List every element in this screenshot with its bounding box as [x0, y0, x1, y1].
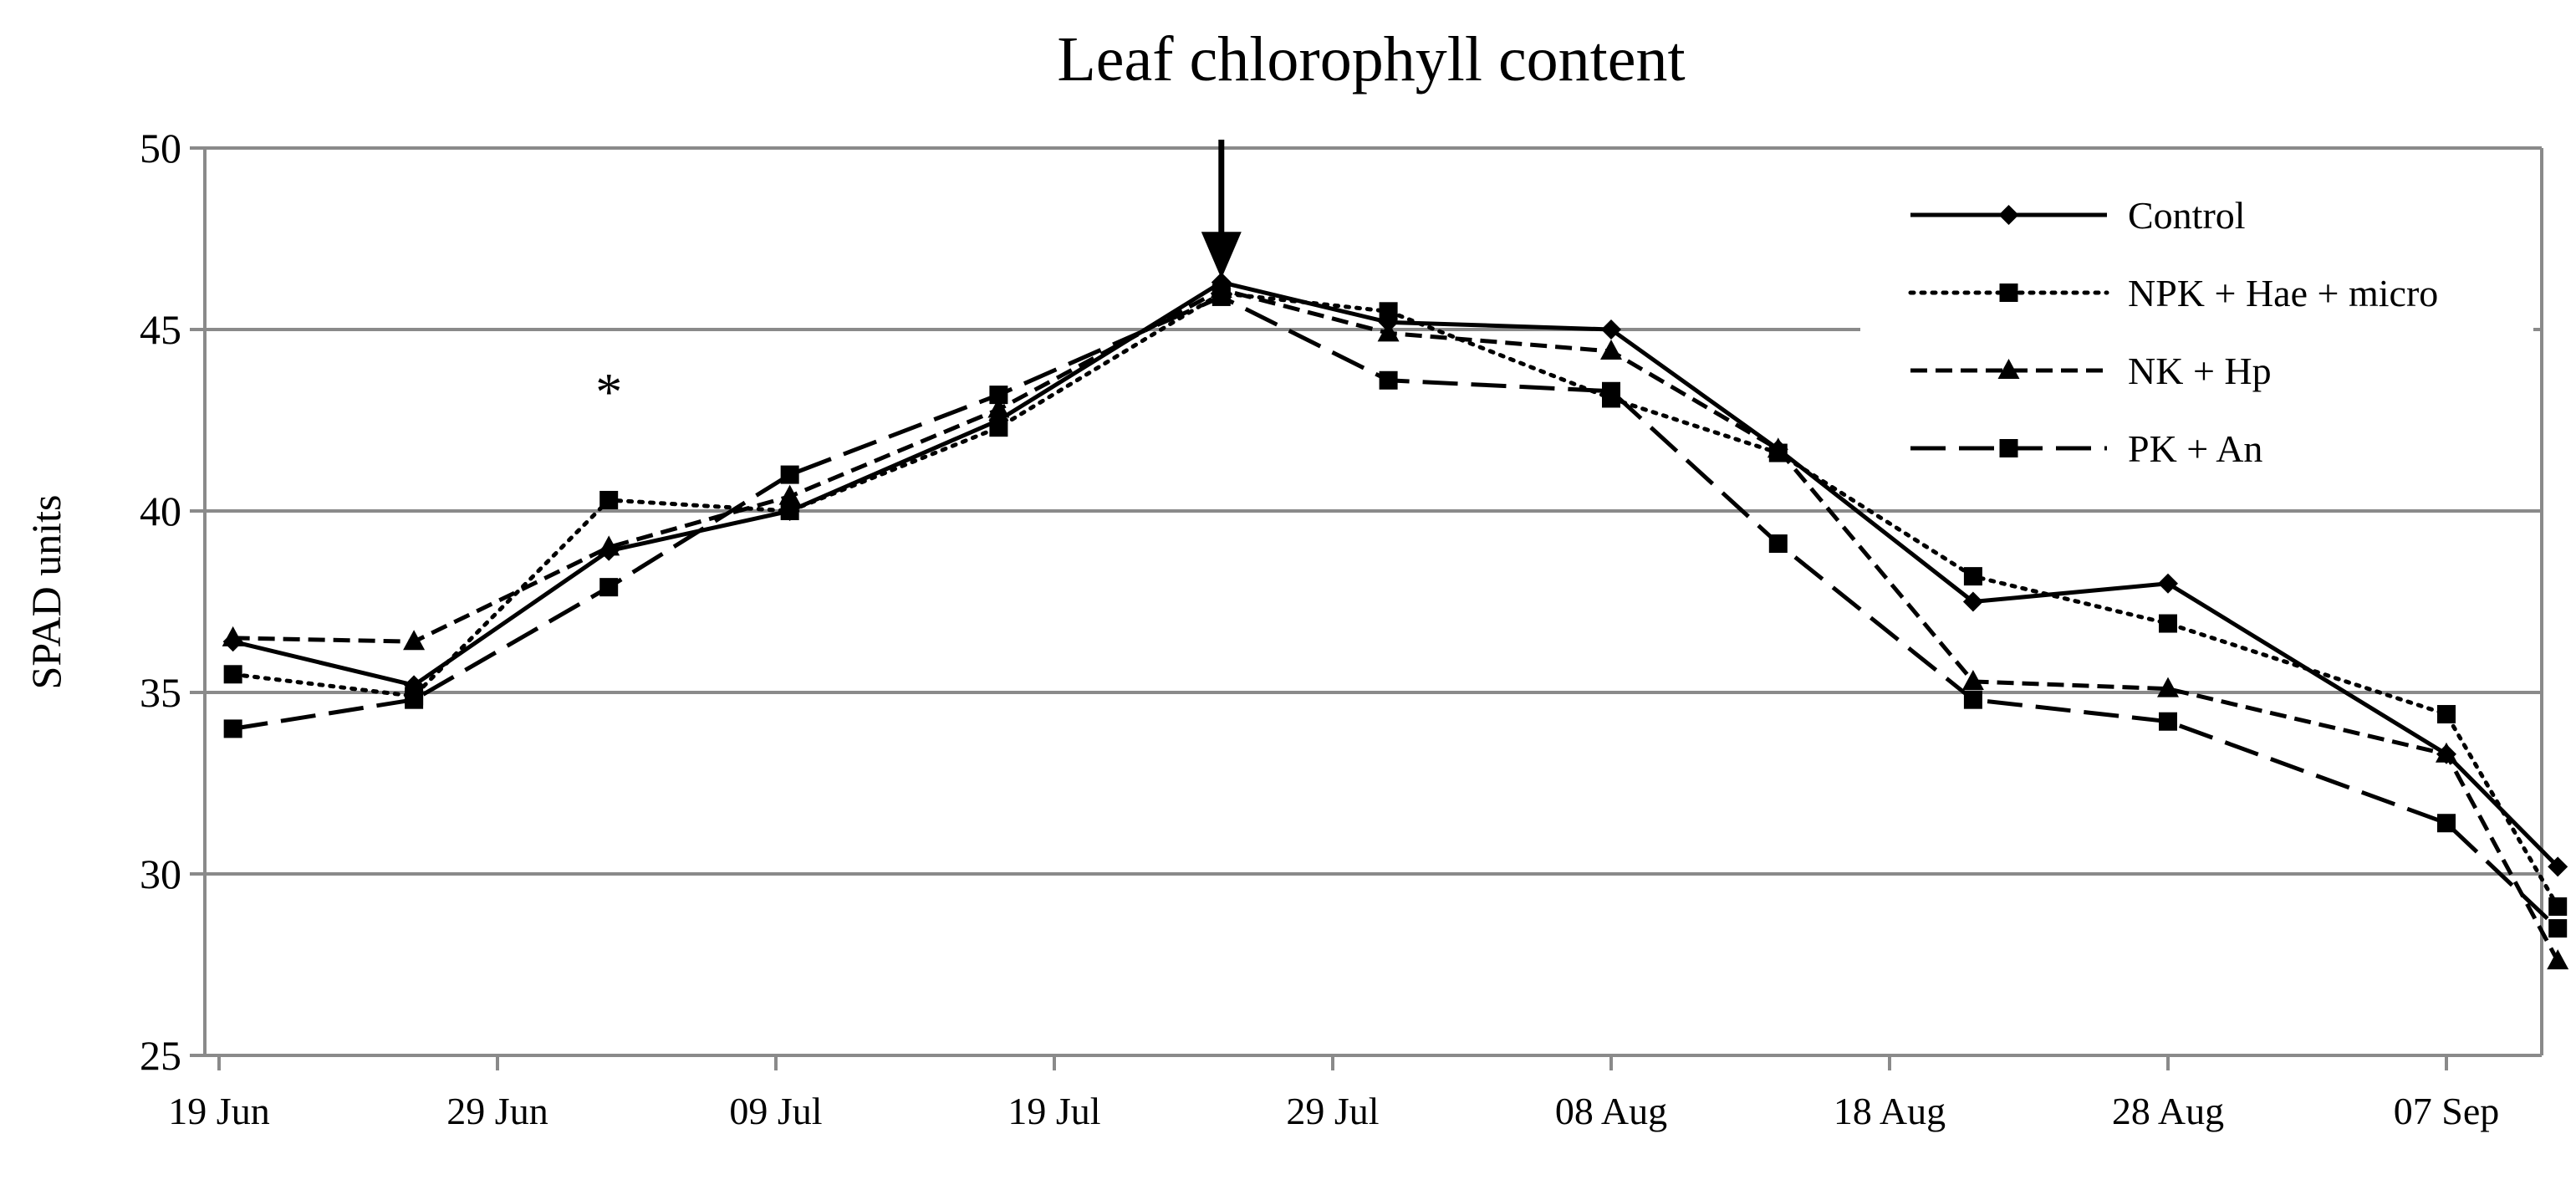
x-tick-label: 29 Jun	[446, 1090, 548, 1132]
data-point-nk-hp	[598, 535, 620, 556]
data-point-pk-an	[223, 719, 242, 738]
y-tick-label: 35	[140, 669, 181, 716]
data-point-nk-hp	[2436, 742, 2457, 763]
y-tick-label: 25	[140, 1032, 181, 1079]
data-point-control	[1962, 591, 1983, 612]
legend: Control NPK + Hae + micro NK + Hp PK + An	[1860, 167, 2533, 493]
data-point-npk-hae-micro	[223, 665, 242, 684]
legend-marker-pk-an	[1999, 439, 2018, 457]
legend-background	[1860, 167, 2533, 493]
x-tick-label: 07 Sep	[2394, 1090, 2500, 1132]
data-point-pk-an	[2437, 814, 2456, 833]
data-point-pk-an	[1211, 287, 1231, 306]
data-point-pk-an	[405, 690, 424, 709]
data-point-npk-hae-micro	[1379, 302, 1398, 321]
x-tick-label: 19 Jul	[1007, 1090, 1100, 1132]
x-tick-label: 29 Jul	[1286, 1090, 1379, 1132]
data-point-nk-hp	[987, 397, 1010, 418]
data-point-pk-an	[599, 578, 619, 597]
significance-asterisk: *	[595, 362, 622, 421]
y-tick-label: 30	[140, 851, 181, 897]
data-point-nk-hp	[403, 630, 426, 651]
data-point-control	[1601, 319, 1621, 340]
y-tick-label: 40	[140, 488, 181, 534]
data-point-nk-hp	[1600, 340, 1622, 360]
legend-label-npk-hae-micro: NPK + Hae + micro	[2128, 272, 2438, 314]
data-point-npk-hae-micro	[2548, 897, 2568, 917]
data-point-npk-hae-micro	[1963, 567, 1982, 586]
series-lines	[222, 272, 2569, 970]
y-tick-label: 50	[140, 125, 181, 171]
x-tick-label: 18 Aug	[1834, 1090, 1946, 1132]
data-point-npk-hae-micro	[599, 490, 619, 509]
annotations: *	[595, 140, 1242, 421]
axes: 25 30 35 40 45 50 19 Jun 29 Jun 09 Jul 19 Jul 29 J…	[140, 125, 2543, 1132]
y-axis-label: SPAD units	[23, 495, 69, 690]
data-point-pk-an	[780, 465, 799, 484]
x-tick-label: 28 Aug	[2112, 1090, 2224, 1132]
data-point-control	[2548, 856, 2568, 877]
data-point-npk-hae-micro	[780, 502, 799, 520]
data-point-pk-an	[1379, 370, 1398, 390]
data-point-pk-an	[1602, 381, 1620, 401]
data-point-control	[2158, 573, 2178, 594]
y-tick-label: 45	[140, 306, 181, 353]
data-point-nk-hp	[778, 484, 801, 505]
arrow-head	[1201, 232, 1242, 279]
data-point-pk-an	[1768, 534, 1788, 554]
legend-marker-control	[1998, 205, 2019, 225]
data-point-pk-an	[1963, 690, 1982, 709]
legend-label-pk-an: PK + An	[2128, 427, 2262, 470]
data-point-nk-hp	[222, 626, 244, 646]
data-point-npk-hae-micro	[2159, 614, 2177, 633]
x-tick-label: 08 Aug	[1555, 1090, 1667, 1132]
data-point-nk-hp	[1961, 669, 1984, 690]
data-point-npk-hae-micro	[2437, 705, 2456, 724]
data-point-pk-an	[2548, 919, 2568, 938]
data-point-npk-hae-micro	[989, 418, 1008, 437]
legend-marker-nk-hp	[1997, 359, 2020, 379]
data-point-nk-hp	[2547, 949, 2569, 970]
grid-lines	[205, 146, 2542, 876]
chart-title: Leaf chlorophyll content	[1057, 24, 1685, 95]
legend-label-control: Control	[2128, 194, 2246, 237]
data-point-pk-an	[989, 386, 1008, 405]
x-tick-label: 09 Jul	[729, 1090, 822, 1132]
legend-marker-npk-hae-micro	[1999, 284, 2018, 302]
series-pk-an	[223, 287, 2568, 938]
legend-label-nk-hp: NK + Hp	[2128, 350, 2272, 392]
x-tick-label: 19 Jun	[168, 1090, 269, 1132]
data-point-nk-hp	[1767, 437, 1789, 458]
data-point-nk-hp	[1377, 321, 1400, 342]
data-point-nk-hp	[2157, 677, 2179, 697]
data-point-pk-an	[2159, 712, 2177, 731]
